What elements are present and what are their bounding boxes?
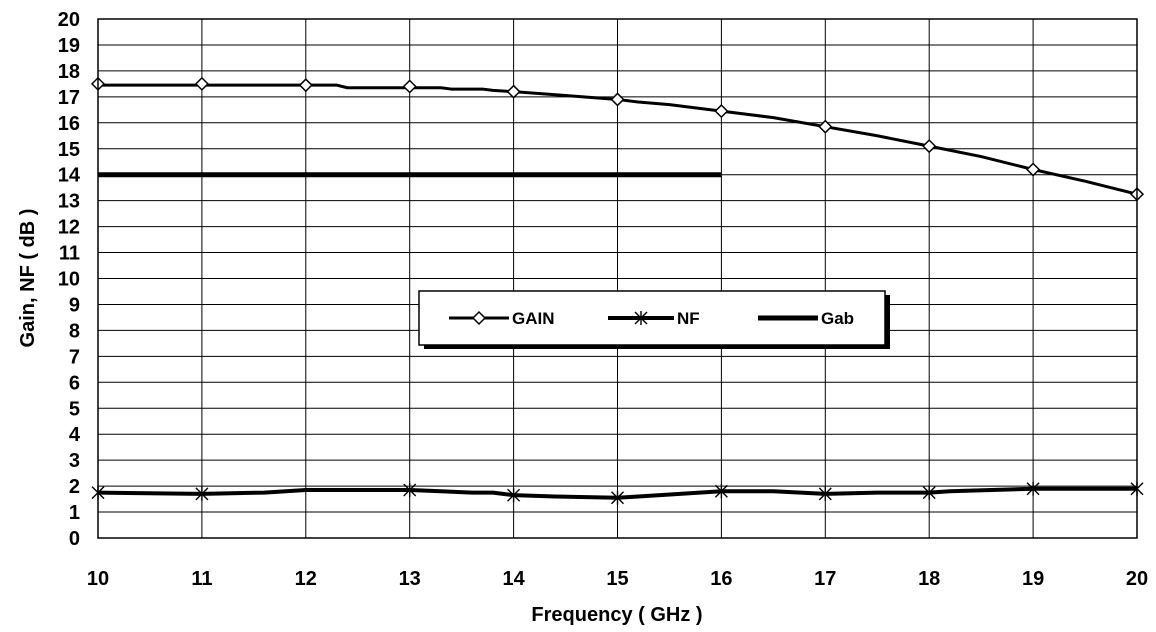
gain-point [1026, 162, 1041, 177]
x-tick-label: 19 [1022, 568, 1044, 590]
x-tick-labels: 10 11 12 13 14 15 16 17 18 19 20 [87, 568, 1148, 590]
nf-point [818, 486, 832, 501]
x-tick-label: 14 [502, 568, 525, 590]
legend-marker-gain [471, 310, 487, 326]
y-tick-label: 4 [69, 424, 81, 446]
y-tick-label: 17 [58, 87, 80, 109]
gain-point [402, 79, 417, 94]
y-tick-label: 8 [69, 320, 80, 342]
x-tick-label: 15 [606, 568, 628, 590]
series-line-gain [98, 83, 1138, 196]
x-tick-label: 11 [191, 568, 212, 590]
x-tick-label: 18 [918, 568, 940, 590]
y-tick-label: 20 [58, 9, 80, 31]
y-axis-title: Gain, NF ( dB ) [17, 209, 39, 348]
x-tick-label: 20 [1126, 568, 1148, 590]
y-tick-label: 19 [58, 35, 80, 57]
y-tick-label: 14 [58, 165, 81, 187]
legend-label-gain: GAIN [512, 309, 555, 328]
legend-item-gab: Gab [758, 309, 854, 328]
x-axis-title: Frequency ( GHz ) [531, 604, 702, 626]
gain-point [818, 119, 833, 134]
nf-point [1026, 481, 1040, 496]
y-tick-label: 0 [69, 528, 80, 550]
nf-point [507, 488, 521, 503]
y-tick-label: 5 [69, 398, 80, 420]
series-group [90, 76, 1145, 505]
plot-frame [97, 18, 1138, 539]
y-tick-label: 3 [69, 450, 80, 472]
y-tick-label: 16 [58, 113, 80, 135]
x-tick-label: 16 [710, 568, 732, 590]
nf-point [714, 484, 728, 499]
legend-label-gab: Gab [821, 309, 854, 328]
y-tick-label: 6 [69, 372, 80, 394]
legend-marker-nf [634, 311, 648, 325]
x-tick-label: 10 [87, 568, 109, 590]
y-tick-label: 10 [58, 269, 80, 291]
y-tick-label: 7 [69, 346, 80, 368]
gain-point [922, 139, 937, 154]
series-line-nf [97, 486, 1137, 500]
x-tick-label: 17 [814, 568, 836, 590]
x-tick-label: 13 [399, 568, 421, 590]
legend: GAIN NF Gab [418, 290, 890, 349]
legend-label-nf: NF [677, 309, 700, 328]
nf-point [195, 486, 209, 501]
y-tick-label: 12 [58, 217, 80, 239]
gain-point [506, 84, 521, 99]
nf-point [922, 485, 936, 500]
y-tick-label: 15 [58, 139, 80, 161]
gain-point [194, 76, 209, 91]
y-tick-label: 2 [69, 476, 80, 498]
nf-point [403, 482, 417, 497]
legend-item-nf: NF [608, 309, 700, 328]
legend-items: GAIN NF Gab [449, 309, 854, 328]
y-tick-label: 18 [58, 61, 80, 83]
gain-point [610, 92, 625, 107]
y-tick-label: 11 [59, 243, 80, 265]
x-tick-label: 12 [295, 568, 317, 590]
y-tick-label: 13 [58, 191, 80, 213]
y-tick-label: 9 [69, 294, 80, 316]
legend-item-gain: GAIN [449, 309, 555, 328]
nf-point [611, 490, 624, 505]
gain-point [714, 104, 729, 119]
y-tick-label: 1 [69, 502, 80, 524]
gain-point [298, 78, 313, 93]
series-gain [90, 76, 1145, 202]
